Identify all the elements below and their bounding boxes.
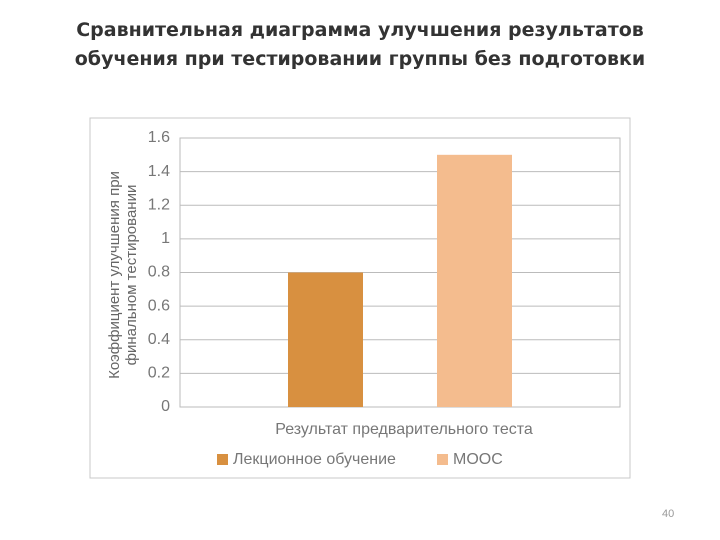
y-tick-label: 0.6 bbox=[148, 297, 170, 314]
slide-title: Сравнительная диаграмма улучшения резуль… bbox=[74, 19, 646, 70]
y-tick-label: 1.2 bbox=[148, 196, 170, 213]
legend-label: Лекционное обучение bbox=[233, 451, 396, 468]
y-tick-label: 1 bbox=[161, 230, 170, 247]
y-tick-label: 1.4 bbox=[148, 163, 170, 180]
legend-swatch bbox=[217, 454, 228, 465]
y-tick-label: 1.6 bbox=[148, 129, 170, 146]
legend-swatch bbox=[437, 454, 448, 465]
y-tick-label: 0.2 bbox=[148, 365, 170, 382]
y-tick-label: 0.4 bbox=[148, 331, 170, 348]
legend-label: MOOC bbox=[453, 451, 503, 468]
y-tick-label: 0.8 bbox=[148, 264, 170, 281]
y-tick-label: 0 bbox=[161, 398, 170, 415]
bar bbox=[288, 272, 363, 407]
bar bbox=[437, 154, 512, 407]
page-number: 40 bbox=[662, 508, 675, 520]
y-axis-label: Коэффициент улучшения при финальном тест… bbox=[106, 171, 140, 379]
x-axis-label: Результат предварительного теста bbox=[275, 421, 533, 438]
